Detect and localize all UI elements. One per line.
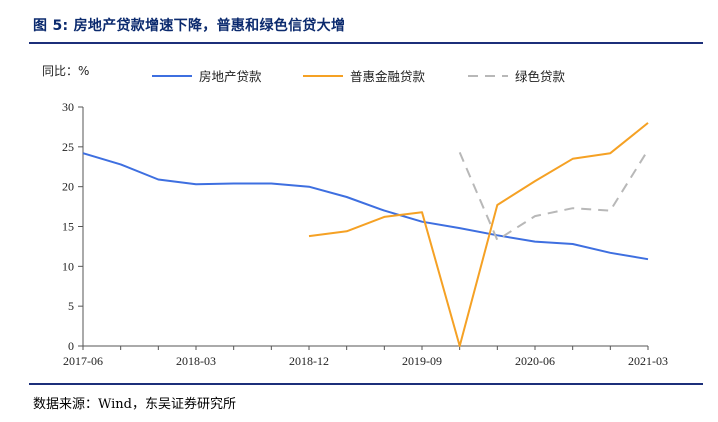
figure-title: 图 5: 房地产贷款增速下降，普惠和绿色信贷大增 (33, 18, 346, 34)
x-tick-label: 2020-06 (515, 354, 555, 368)
y-tick-label: 20 (62, 180, 74, 194)
chart-legend: 房地产贷款 普惠金融贷款 绿色贷款 (152, 69, 566, 84)
x-tick-label: 2019-09 (402, 354, 442, 368)
y-tick-label: 25 (62, 140, 74, 154)
series-line-3 (458, 149, 649, 241)
y-tick-label: 5 (68, 299, 74, 313)
x-tick-label: 2021-03 (628, 354, 668, 368)
legend-label-2: 普惠金融贷款 (350, 69, 426, 84)
legend-label-1: 房地产贷款 (199, 69, 262, 84)
x-tick-label: 2018-03 (176, 354, 216, 368)
legend-label-3: 绿色贷款 (515, 69, 566, 84)
series-line-2 (308, 122, 649, 347)
footer-rule (29, 383, 703, 385)
x-tick-label: 2018-12 (289, 354, 329, 368)
title-rule (29, 42, 703, 44)
y-tick-label: 15 (62, 220, 74, 234)
chart-series (82, 122, 649, 347)
y-tick-label: 30 (62, 100, 74, 114)
y-axis-unit-label: 同比：% (42, 64, 89, 78)
chart-axes: 0 5 10 15 20 25 30 2017-06 2018-03 2018-12 2019-09… (62, 100, 668, 368)
series-line-1 (82, 152, 649, 261)
data-source-note: 数据来源：Wind，东吴证券研究所 (33, 397, 236, 412)
y-tick-label: 10 (62, 259, 74, 273)
x-tick-label: 2017-06 (63, 354, 103, 368)
y-tick-label: 0 (68, 339, 74, 353)
